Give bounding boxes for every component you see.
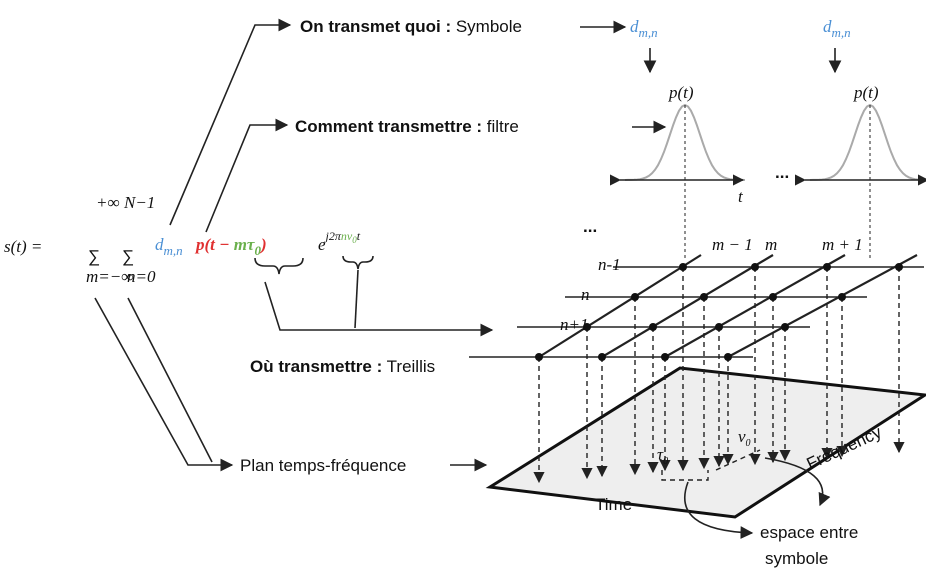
symbol-sub: m,n (832, 25, 851, 40)
column-label: m − 1 (712, 235, 753, 254)
where-label: Où transmettre : (250, 357, 382, 376)
lattice-node (679, 263, 687, 271)
row-label: n-1 (598, 255, 621, 274)
sum-symbol: ∑ (88, 247, 100, 266)
nu-label: ν0 (738, 427, 751, 449)
arrow (264, 281, 494, 337)
how: Comment transmettre : filtre (295, 117, 519, 136)
nu-sub: 0 (746, 438, 751, 449)
p-close: ) (259, 235, 267, 254)
time-label: Time (595, 495, 632, 514)
exp-a: j2π (324, 229, 342, 243)
plane-label: Plan temps-fréquence (240, 456, 406, 475)
symbol: dm,n (630, 17, 658, 40)
d-base: d (155, 235, 164, 254)
tau-sub: 0 (254, 243, 261, 258)
lattice-node (700, 293, 708, 301)
sum-lower: n=0 (127, 267, 156, 286)
spacing-bracket (661, 449, 761, 481)
lattice-node (781, 323, 789, 331)
lattice-col (601, 254, 774, 358)
arrow (683, 481, 754, 539)
brace (342, 255, 374, 270)
tau: τ (657, 445, 664, 464)
exp-base: e (318, 235, 326, 254)
m-tau: mτ (234, 235, 255, 254)
symbol-base: d (823, 17, 832, 36)
time-axis-label: t (738, 187, 744, 206)
lattice-col (538, 254, 702, 358)
lattice-col (727, 254, 918, 358)
lattice-node (724, 353, 732, 361)
exp-n: nν (341, 229, 353, 243)
how-text: filtre (482, 117, 519, 136)
lattice-node (751, 263, 759, 271)
pulse-term: p(t − mτ0) (194, 235, 267, 258)
arrow (764, 457, 831, 507)
pulses: dm,np(t)dm,np(t)t...... (583, 17, 926, 260)
lattice-node (598, 353, 606, 361)
sum-upper: +∞ (96, 193, 120, 212)
lattice-node (649, 323, 657, 331)
lattice: m − 1 m m + 1 n-1 n n+1 (469, 235, 924, 484)
symbol-d: dm,n (155, 235, 183, 258)
pulse-label: p(t) (668, 83, 694, 102)
arrow (169, 18, 292, 226)
lattice-node (535, 353, 543, 361)
tau-label: τ0 (657, 445, 668, 467)
lattice-node (583, 323, 591, 331)
column-label: m + 1 (822, 235, 863, 254)
gaussian (809, 103, 926, 181)
connector (127, 297, 213, 463)
symbol-base: d (630, 17, 639, 36)
connector (354, 269, 359, 329)
arrow (205, 118, 289, 233)
lattice-node (715, 323, 723, 331)
tf-plane (485, 366, 926, 519)
lattice-node (769, 293, 777, 301)
ellipsis: ... (775, 163, 789, 182)
where-text: Treillis (382, 357, 435, 376)
symbol-sub: m,n (639, 25, 658, 40)
how-label: Comment transmettre : (295, 117, 482, 136)
ellipsis: ... (583, 217, 597, 236)
d-sub: m,n (164, 243, 183, 258)
column-label: m (765, 235, 777, 254)
lattice-node (838, 293, 846, 301)
what: On transmet quoi : Symbole (300, 17, 522, 36)
lattice-node (895, 263, 903, 271)
symbol: dm,n (823, 17, 851, 40)
arrow (94, 297, 234, 472)
tau-sub: 0 (663, 456, 668, 467)
lattice-node (661, 353, 669, 361)
p-open: p(t − (194, 235, 234, 254)
pulse-label: p(t) (853, 83, 879, 102)
exp-sub: 0 (352, 235, 357, 245)
row-label: n+1 (560, 315, 588, 334)
where: Où transmettre : Treillis (250, 357, 435, 376)
sum-upper: N−1 (123, 193, 155, 212)
brace (254, 257, 304, 275)
sum-symbol: ∑ (122, 247, 134, 266)
what-label: On transmet quoi : (300, 17, 451, 36)
row-label: n (581, 285, 590, 304)
exp-t: t (357, 229, 361, 243)
lattice-node (631, 293, 639, 301)
spacing-label: symbole (765, 549, 828, 568)
spacing-label: espace entre (760, 523, 858, 542)
what-text: Symbole (451, 17, 522, 36)
lattice-node (823, 263, 831, 271)
sum-lower: m=−∞ (86, 267, 133, 286)
nu: ν (738, 427, 746, 446)
formula-lhs: s(t) = (4, 237, 42, 256)
exp-term: ej2πnν0t (318, 229, 361, 254)
